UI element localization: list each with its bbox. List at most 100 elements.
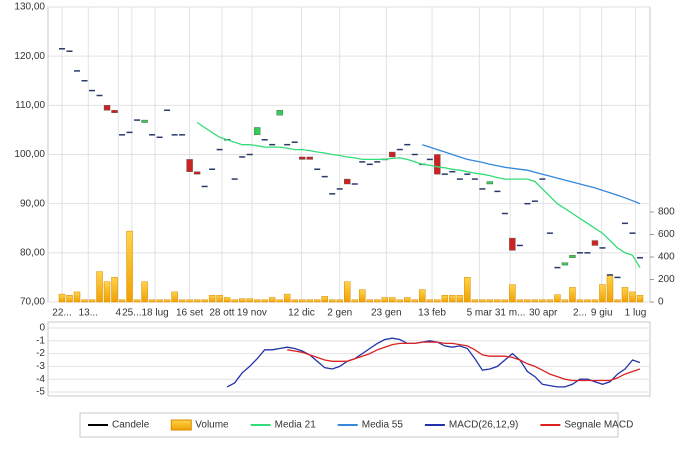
candle — [561, 262, 569, 266]
volume-bar — [178, 299, 186, 303]
candle — [599, 247, 606, 249]
x-tick-label: 4 — [116, 308, 122, 319]
candle — [539, 178, 546, 180]
candle — [576, 252, 583, 254]
candle — [261, 139, 268, 141]
volume-bar — [291, 299, 298, 303]
line-series — [422, 144, 641, 205]
candle — [554, 266, 561, 269]
x-tick-label: 9 giu — [591, 308, 613, 319]
candle — [103, 105, 111, 111]
volume-bar — [629, 291, 636, 303]
candle — [449, 170, 456, 173]
volume-bar — [88, 299, 96, 303]
volume-bar — [396, 299, 404, 303]
candle — [629, 232, 636, 234]
volume-bar — [133, 299, 141, 303]
line-series — [196, 121, 641, 268]
volume-bar — [351, 299, 359, 303]
candle — [584, 252, 591, 254]
volume-bar — [539, 299, 546, 303]
candle — [606, 274, 613, 276]
volume-bar — [464, 277, 471, 303]
candle — [546, 232, 553, 234]
candle — [501, 212, 508, 215]
volume-bar — [231, 299, 238, 303]
candle — [299, 156, 306, 160]
candle — [494, 190, 501, 193]
candle — [336, 188, 343, 190]
x-tick-label: 1 lug — [625, 308, 647, 319]
volume-bar — [486, 299, 494, 303]
y-tick-label: -4 — [36, 374, 45, 385]
y-tick-label: 130,00 — [14, 2, 45, 13]
candle — [209, 168, 216, 170]
y2-tick-label: 600 — [658, 229, 675, 240]
candle — [269, 143, 276, 146]
y-tick-label: 0 — [39, 323, 45, 334]
candle — [276, 110, 283, 116]
candle — [637, 257, 643, 259]
x-tick-label: 13 feb — [418, 308, 446, 319]
candle — [291, 141, 298, 143]
x-tick-label: 31 m... — [495, 308, 526, 319]
candle — [253, 127, 261, 136]
y2-tick-label: 0 — [658, 297, 664, 308]
volume-bar — [456, 295, 464, 303]
y-tick-label: 100,00 — [14, 149, 45, 160]
y-tick-label: -5 — [36, 387, 45, 398]
volume-bar — [381, 297, 389, 303]
volume-bar — [193, 299, 201, 303]
candle — [149, 134, 156, 136]
candle — [411, 153, 418, 156]
y-tick-label: -3 — [36, 361, 45, 372]
y-tick-label: -1 — [36, 335, 45, 346]
volume-bar — [336, 299, 343, 303]
volume-bar — [238, 298, 246, 303]
volume-bar — [494, 299, 501, 303]
volume-bar — [359, 289, 366, 303]
legend-label: Candele — [112, 420, 150, 431]
x-tick-label: 12 dic — [288, 308, 315, 319]
volume-bar — [569, 287, 576, 303]
volume-bar — [268, 297, 276, 303]
x-tick-label: 30 apr — [529, 308, 558, 319]
volume-bar — [561, 299, 569, 303]
volume-bar — [103, 281, 111, 303]
candle — [471, 178, 478, 180]
candle — [239, 156, 246, 158]
volume-bar — [186, 299, 193, 303]
candle — [89, 89, 96, 92]
volume-bar — [426, 299, 434, 303]
candle — [141, 119, 148, 123]
candle — [111, 110, 118, 113]
candle — [344, 178, 351, 185]
volume-bar — [73, 291, 81, 303]
volume-bar — [156, 299, 163, 303]
x-tick-label: 25... — [122, 308, 141, 319]
volume-bar — [313, 299, 321, 303]
candle — [479, 188, 486, 190]
legend-label: Media 55 — [362, 420, 404, 431]
line-series — [287, 341, 641, 382]
volume-bar — [389, 297, 396, 303]
volume-bar — [531, 299, 539, 303]
volume-bar — [246, 298, 253, 303]
legend-swatch — [170, 419, 192, 431]
candle — [314, 168, 321, 170]
y2-tick-label: 800 — [658, 207, 675, 218]
x-tick-label: 2... — [573, 308, 587, 319]
x-tick-label: 2 gen — [327, 308, 352, 319]
volume-bar — [554, 294, 561, 303]
candle — [66, 50, 73, 52]
volume-bar — [81, 299, 88, 303]
y-tick-label: 120,00 — [14, 51, 45, 62]
volume-bar — [419, 289, 426, 303]
candle — [216, 148, 223, 151]
volume-bar — [509, 284, 516, 303]
volume-bar — [163, 299, 171, 303]
candle — [126, 131, 133, 134]
volume-bar — [621, 287, 629, 303]
candle — [193, 171, 201, 175]
